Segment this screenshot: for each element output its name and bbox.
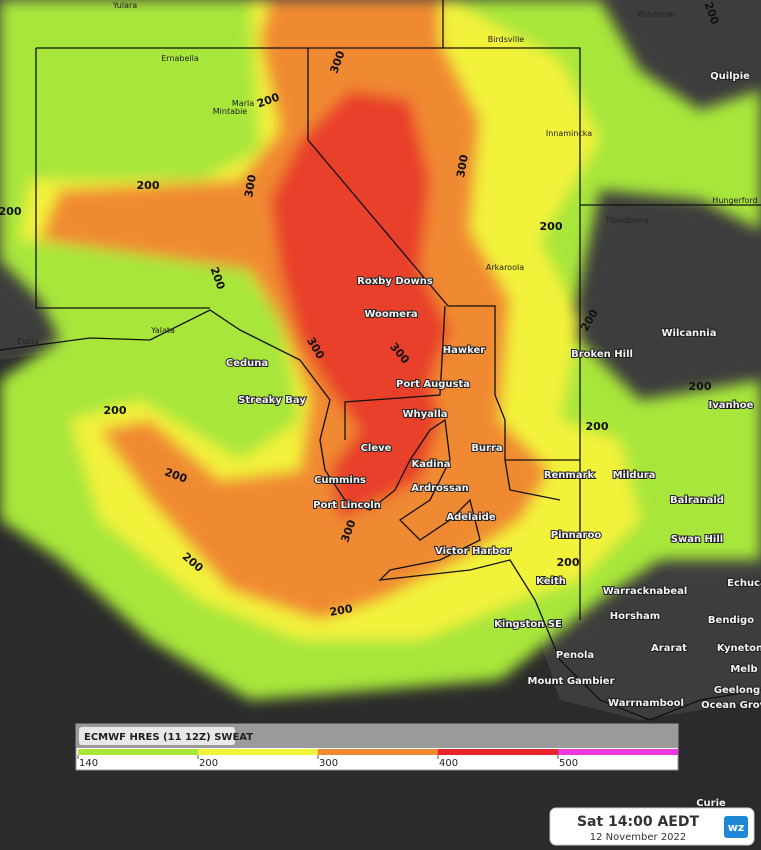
place-label: Streaky Bay (238, 395, 306, 406)
place-label: Roxby Downs (357, 276, 433, 287)
place-label: Ernabella (161, 54, 199, 63)
coastline (0, 309, 761, 721)
legend-swatch (558, 749, 678, 755)
place-label: Bendigo (708, 615, 754, 626)
place-label: Echuca (727, 578, 761, 589)
legend-title-box (79, 727, 235, 745)
legend-tick-label: 300 (319, 758, 338, 769)
legend-tick-label: 140 (79, 758, 98, 769)
place-label: Warrnambool (608, 698, 684, 709)
place-label: Curie (696, 798, 726, 809)
place-label: Windorah (637, 10, 675, 19)
place-label: Burra (471, 443, 502, 454)
place-label: Balranald (670, 495, 724, 506)
place-label: Hungerford (712, 196, 757, 205)
place-label: Ararat (651, 643, 687, 654)
place-label: Mildura (613, 470, 656, 481)
place-label: Marla (232, 99, 254, 108)
time-title: Sat 14:00 AEDT (577, 814, 700, 830)
legend-tick-label: 500 (559, 758, 578, 769)
place-label: Warracknabeal (603, 586, 688, 597)
place-label: Renmark (544, 470, 595, 481)
logo-bg (724, 816, 748, 838)
time-box: Sat 14:00 AEDT 12 November 2022 wz (549, 807, 755, 846)
place-label: Keith (536, 576, 566, 587)
legend-tick-label: 200 (199, 758, 218, 769)
place-label: Port Augusta (396, 379, 470, 390)
place-label: Hawker (443, 345, 486, 356)
time-date: 12 November 2022 (590, 832, 687, 843)
place-label: Pinnaroo (551, 530, 602, 541)
place-label: Whyalla (402, 409, 447, 420)
contour-label: 200 (689, 380, 712, 393)
place-label: Kadina (412, 459, 451, 470)
field-400 (270, 90, 450, 520)
place-label: Kingston SE (494, 619, 562, 630)
legend-title: ECMWF HRES (11 12Z) SWEAT (84, 732, 253, 743)
place-label: Broken Hill (571, 349, 633, 360)
region-border (307, 48, 580, 501)
place-label: Swan Hill (671, 534, 723, 545)
legend: ECMWF HRES (11 12Z) SWEAT 140 200 300 400 50… (75, 723, 679, 771)
sweat-field (0, 0, 761, 700)
place-labels: Yulara Windorah Birdsville Ernabella Quilpie… (17, 1, 761, 810)
place-label: Horsham (610, 611, 660, 622)
legend-swatch (318, 749, 438, 755)
place-label: Ardrossan (411, 483, 468, 494)
contour-label: 300 (454, 153, 471, 178)
legend-swatch (78, 749, 198, 755)
place-label: Mount Gambier (528, 676, 615, 687)
place-label: Ceduna (226, 358, 268, 369)
place-label: Geelong (714, 685, 760, 696)
place-label: Quilpie (710, 71, 750, 82)
place-label: Wilcannia (662, 328, 717, 339)
contour-label: 200 (104, 404, 127, 417)
contour-label: 200 (557, 556, 580, 569)
legend-tick-label: 400 (439, 758, 458, 769)
place-label: Ocean Grove (701, 700, 761, 711)
place-label: Kyneton (717, 643, 761, 654)
contour-label: 200 (540, 220, 563, 233)
contour-label: 200 (137, 179, 160, 192)
contour-label: 300 (242, 173, 259, 198)
place-label: Tibooburra (604, 216, 648, 225)
place-label: Ivanhoe (709, 400, 754, 411)
place-label: Cleve (361, 443, 392, 454)
logo: wz (728, 821, 745, 834)
place-label: Mintabie (213, 107, 248, 116)
state-border (35, 0, 761, 620)
place-label: Cummins (314, 475, 366, 486)
contour-label: 200 (329, 602, 354, 619)
legend-swatch (438, 749, 558, 755)
place-label: Yulara (112, 1, 137, 10)
contour-label: 200 (586, 420, 609, 433)
place-label: Woomera (364, 309, 417, 320)
borders (0, 0, 761, 721)
place-label: Innamincka (546, 129, 592, 138)
place-label: Birdsville (488, 35, 525, 44)
place-label: Eucla (17, 337, 39, 346)
place-label: Melb (730, 664, 757, 675)
time-box-bg (549, 807, 755, 846)
place-label: Penola (556, 650, 594, 661)
contour-label: 200 (0, 205, 22, 218)
place-label: Port Lincoln (313, 500, 381, 511)
legend-bar: 140 200 300 400 500 (77, 749, 678, 769)
place-label: Victor Harbor (435, 546, 511, 557)
place-label: Arkaroola (486, 263, 524, 272)
legend-swatch (198, 749, 318, 755)
place-label: Adelaide (446, 512, 495, 523)
place-label: Yalata (150, 326, 175, 335)
